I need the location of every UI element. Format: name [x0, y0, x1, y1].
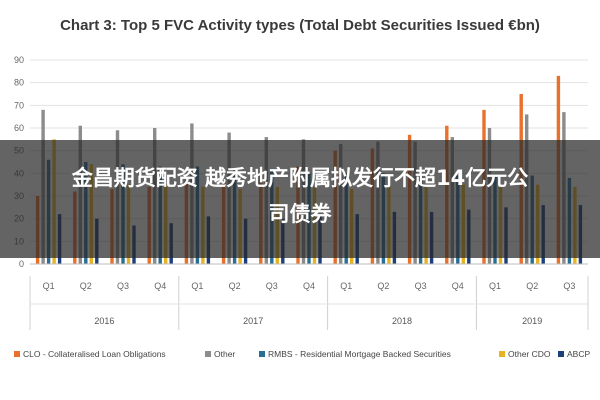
- x-tick-label: Q2: [80, 281, 92, 291]
- year-label: 2017: [243, 316, 263, 326]
- legend-item: CLO - Collateralised Loan Obligations: [14, 349, 166, 359]
- x-axis: Q1 Q2 Q3 Q4 Q1 Q2 Q3 Q4 Q1 Q2 Q3 Q4 Q1 Q2 Q3 2016 2017 20…: [29, 263, 589, 330]
- caption-overlay: [0, 140, 600, 258]
- year-label: 2019: [522, 316, 542, 326]
- x-tick-label: Q4: [154, 281, 166, 291]
- chart-title: Chart 3: Top 5 FVC Activity types (Total…: [60, 17, 540, 34]
- legend-label: ABCP: [567, 349, 590, 359]
- legend-label: Other: [214, 349, 235, 359]
- year-label: 2016: [94, 316, 114, 326]
- x-tick-label: Q1: [489, 281, 501, 291]
- x-tick-label: Q3: [415, 281, 427, 291]
- legend-label: RMBS - Residential Mortgage Backed Secur…: [268, 349, 451, 359]
- caption-line-1: 金昌期货配资 越秀地产附属拟发行不超14亿元公: [71, 166, 529, 190]
- y-tick-label: 80: [14, 78, 24, 88]
- y-tick-label: 90: [14, 55, 24, 65]
- y-tick-label: 0: [19, 259, 24, 269]
- x-tick-label: Q1: [340, 281, 352, 291]
- legend-swatch: [558, 351, 564, 357]
- caption-text: 金昌期货配资 越秀地产附属拟发行不超14亿元公 司债券: [0, 160, 600, 232]
- x-tick-label: Q4: [303, 281, 315, 291]
- x-tick-label: Q1: [191, 281, 203, 291]
- caption-line-2: 司债券: [268, 202, 332, 226]
- x-tick-label: Q2: [377, 281, 389, 291]
- x-tick-label: Q2: [229, 281, 241, 291]
- y-tick-label: 70: [14, 100, 24, 110]
- x-tick-label: Q3: [117, 281, 129, 291]
- legend-label: Other CDO: [508, 349, 551, 359]
- x-tick-label: Q2: [526, 281, 538, 291]
- year-label: 2018: [392, 316, 412, 326]
- legend-swatch: [259, 351, 265, 357]
- legend-swatch: [14, 351, 20, 357]
- legend-item: Other CDO: [499, 349, 551, 359]
- x-tick-label: Q3: [266, 281, 278, 291]
- x-tick-label: Q3: [563, 281, 575, 291]
- legend: CLO - Collateralised Loan Obligations Oth…: [14, 349, 590, 359]
- legend-item: RMBS - Residential Mortgage Backed Secur…: [259, 349, 451, 359]
- x-tick-label: Q1: [43, 281, 55, 291]
- y-tick-label: 60: [14, 123, 24, 133]
- legend-item: Other: [205, 349, 235, 359]
- legend-swatch: [499, 351, 505, 357]
- x-tick-label: Q4: [452, 281, 464, 291]
- legend-item: ABCP: [558, 349, 590, 359]
- legend-label: CLO - Collateralised Loan Obligations: [23, 349, 166, 359]
- legend-swatch: [205, 351, 211, 357]
